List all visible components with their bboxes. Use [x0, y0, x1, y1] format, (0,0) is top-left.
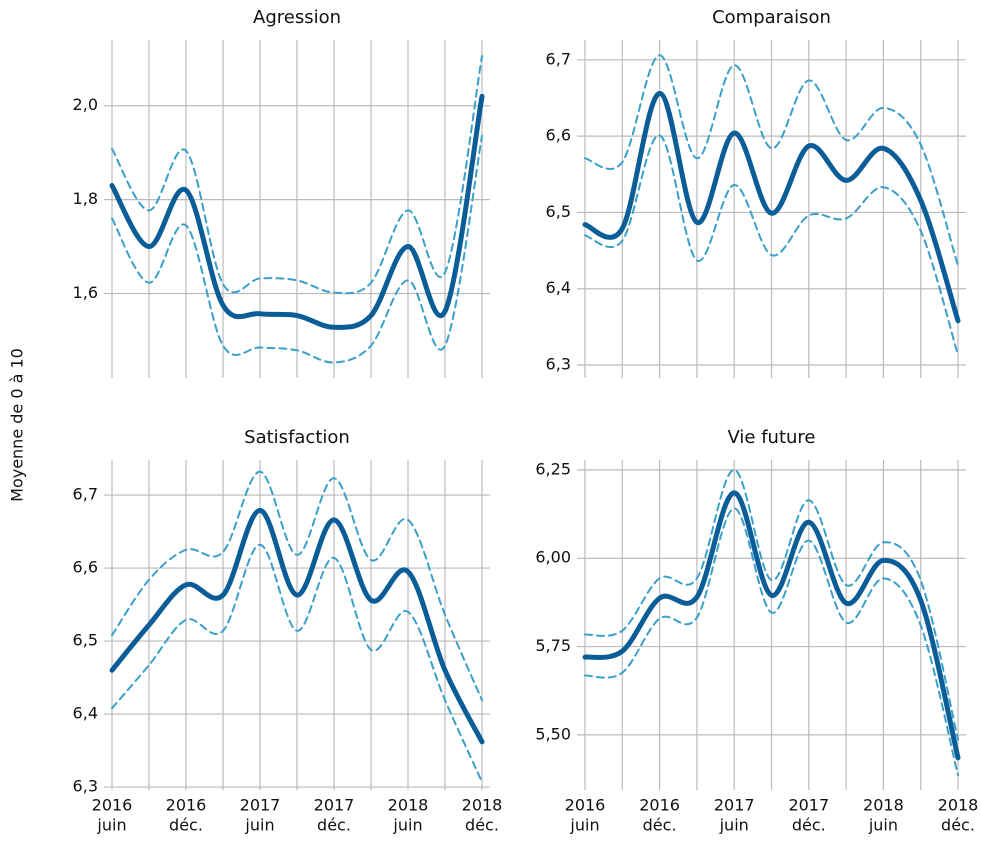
mean-line	[582, 490, 961, 761]
y-tick-label: 1,8	[73, 189, 98, 208]
x-tick-label: 2018	[462, 796, 503, 815]
x-tick-label: juin	[719, 816, 749, 835]
x-tick-label: 2017	[714, 796, 755, 815]
x-tick-label: 2016	[92, 796, 133, 815]
x-tick-label: 2016	[639, 796, 680, 815]
x-tick-label: juin	[392, 816, 422, 835]
ci-line	[111, 134, 483, 364]
x-tick-label: déc.	[792, 816, 826, 835]
mean-line	[109, 507, 485, 745]
y-axis-label: Moyenne de 0 à 10	[8, 348, 27, 502]
x-tick-label: 2018	[863, 796, 904, 815]
y-tick-label: 6,5	[546, 202, 571, 221]
x-tick-label: déc.	[643, 816, 677, 835]
x-tick-label: déc.	[169, 816, 203, 835]
y-tick-label: 5,50	[535, 724, 571, 743]
ci-line	[584, 134, 959, 357]
y-tick-label: 6,7	[73, 485, 98, 504]
panel-title: Comparaison	[712, 7, 831, 28]
x-tick-label: juin	[96, 816, 126, 835]
mean-line	[109, 93, 485, 330]
y-tick-label: 6,6	[73, 558, 98, 577]
x-tick-label: 2018	[938, 796, 979, 815]
panel-title: Vie future	[727, 427, 815, 448]
y-tick-label: 6,00	[535, 548, 571, 567]
ci-line	[584, 54, 959, 267]
ci-line	[111, 54, 483, 295]
ci-line	[111, 543, 483, 783]
ci-line	[111, 470, 483, 702]
ci-line	[584, 507, 959, 777]
y-tick-label: 6,7	[546, 49, 571, 68]
x-tick-label: déc.	[317, 816, 351, 835]
y-tick-label: 6,25	[535, 459, 571, 478]
y-tick-label: 6,3	[546, 355, 571, 374]
x-tick-label: juin	[868, 816, 898, 835]
y-tick-label: 6,5	[73, 631, 98, 650]
y-tick-label: 6,3	[73, 777, 98, 796]
ci-line	[584, 468, 959, 741]
x-tick-label: 2017	[788, 796, 829, 815]
x-tick-label: 2016	[166, 796, 207, 815]
panel-title: Agression	[253, 7, 341, 28]
y-tick-label: 6,4	[73, 704, 98, 723]
x-tick-label: déc.	[465, 816, 499, 835]
x-tick-label: juin	[569, 816, 599, 835]
x-tick-label: déc.	[941, 816, 975, 835]
x-tick-label: 2018	[388, 796, 429, 815]
x-tick-label: juin	[244, 816, 274, 835]
y-tick-label: 1,6	[73, 283, 98, 302]
mean-line	[582, 90, 961, 324]
y-tick-label: 6,6	[546, 126, 571, 145]
y-tick-label: 2,0	[73, 95, 98, 114]
panel-title: Satisfaction	[244, 427, 350, 448]
y-tick-label: 5,75	[535, 636, 571, 655]
y-tick-label: 6,4	[546, 278, 571, 297]
x-tick-label: 2016	[565, 796, 606, 815]
x-tick-label: 2017	[240, 796, 281, 815]
x-tick-label: 2017	[314, 796, 355, 815]
